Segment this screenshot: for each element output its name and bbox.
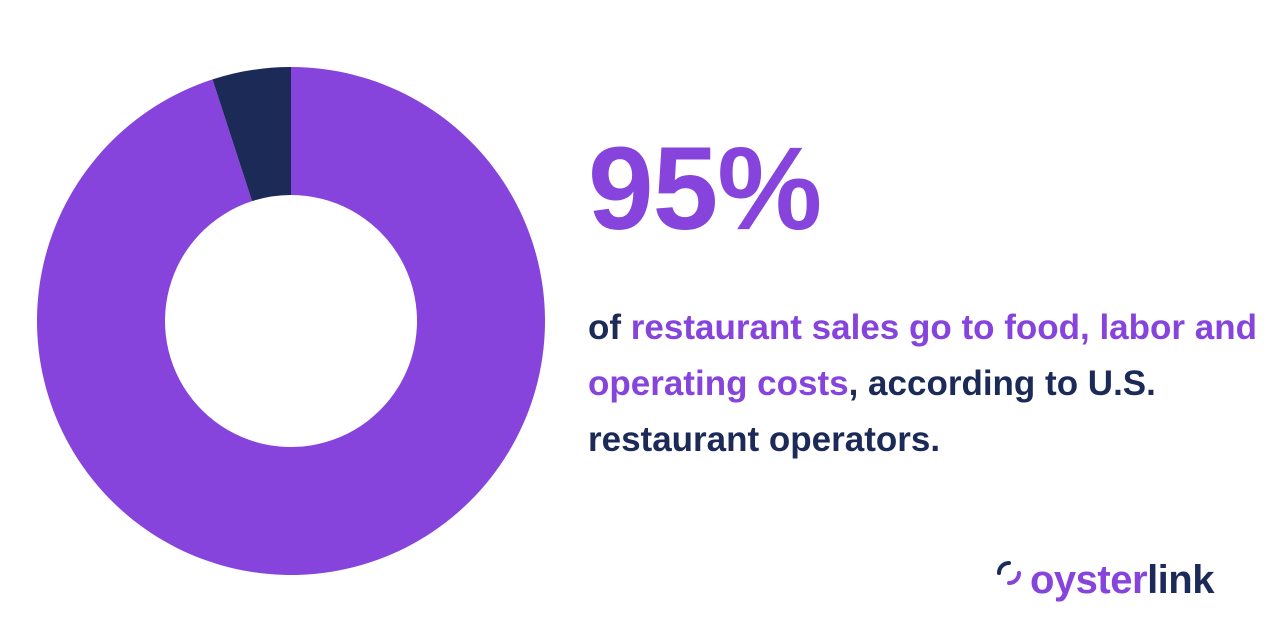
donut-chart xyxy=(36,67,546,575)
caption-suffix: , according to U.S. restaurant operators… xyxy=(588,364,1156,459)
oysterlink-logo-icon xyxy=(997,561,1021,585)
donut-slice-1 xyxy=(212,67,291,202)
donut-slice-0 xyxy=(36,67,546,575)
headline-percentage: 95% xyxy=(588,123,822,255)
brand-name-link: link xyxy=(1147,558,1214,602)
brand-logo: oyster link xyxy=(996,560,1214,600)
caption-prefix: of xyxy=(588,308,631,347)
caption-highlight: restaurant sales go to food, labor and o… xyxy=(588,308,1257,403)
caption-text: of restaurant sales go to food, labor an… xyxy=(588,300,1258,468)
brand-name-oyster: oyster xyxy=(1030,558,1148,602)
